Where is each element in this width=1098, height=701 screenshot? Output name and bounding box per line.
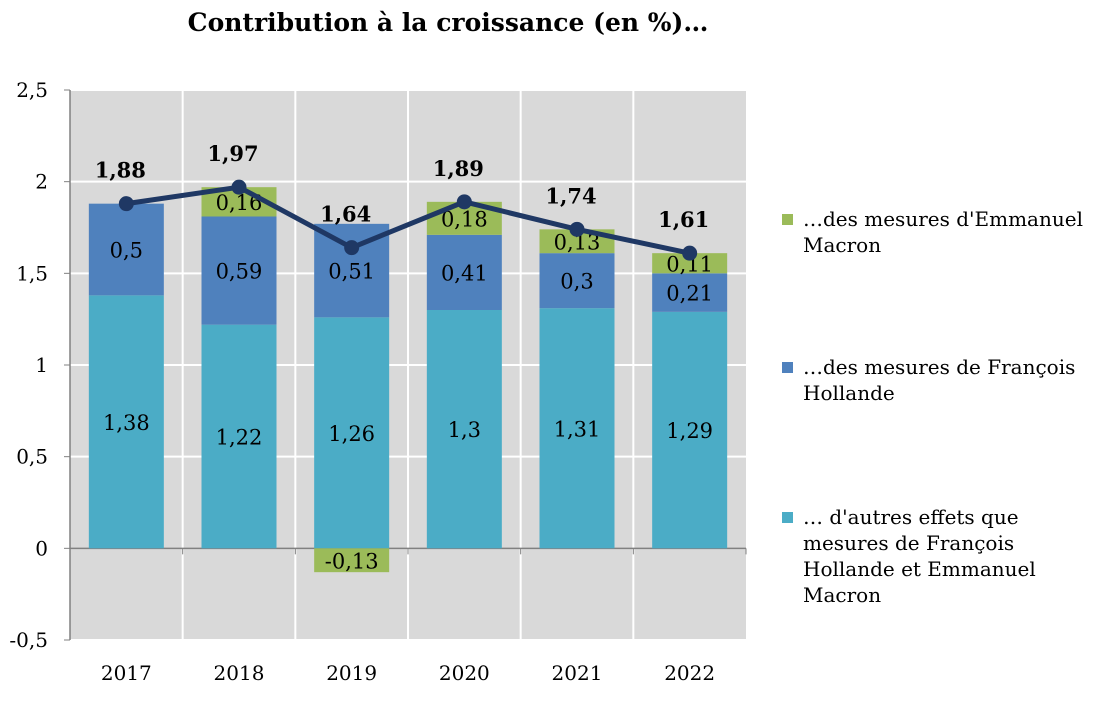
total-line: 1,88 1,97 1,64 1,89 1,74 1,61 <box>95 141 709 261</box>
bar-segment <box>201 216 277 325</box>
y-tick-label: 0 <box>35 536 48 560</box>
chart-title: Contribution à la croissance (en %)… <box>188 8 709 37</box>
total-point <box>118 196 134 212</box>
legend-label-macron: …des mesures d'Emmanuel Macron <box>803 207 1083 257</box>
segment-value-label: 1,3 <box>448 418 481 442</box>
x-tick-label: 2020 <box>439 661 490 685</box>
segment-value-label: 0,3 <box>560 270 593 294</box>
x-tick-label: 2017 <box>101 661 152 685</box>
bars <box>88 187 728 573</box>
y-tick-label: 2 <box>35 170 48 194</box>
x-tick-label: 2021 <box>552 661 603 685</box>
segment-value-label: 1,26 <box>328 422 375 446</box>
total-value-label: 1,97 <box>207 141 258 166</box>
bar-segment <box>426 234 502 310</box>
segment-value-label: 0,5 <box>110 239 143 263</box>
segment-value-label: 1,29 <box>666 419 713 443</box>
bar-segment <box>539 253 615 309</box>
total-value-label: 1,89 <box>433 156 484 181</box>
segment-value-label: 0,18 <box>441 207 488 231</box>
legend-label-hollande: …des mesures de François Hollande <box>803 355 1076 405</box>
total-value-label: 1,64 <box>320 202 371 227</box>
x-tick-label: 2018 <box>214 661 265 685</box>
y-tick-label: 0,5 <box>16 445 48 469</box>
y-tick-label: 1 <box>35 353 48 377</box>
x-tick-label: 2019 <box>326 661 377 685</box>
bar-segment <box>314 317 390 549</box>
total-value-label: 1,61 <box>658 207 709 232</box>
total-point <box>344 240 360 256</box>
y-tick-label: 2,5 <box>16 78 48 102</box>
bar-segment <box>652 311 728 549</box>
segment-value-label: -0,13 <box>325 549 379 573</box>
bar-segment <box>652 273 728 312</box>
total-point <box>682 245 698 261</box>
total-value-label: 1,88 <box>95 158 146 183</box>
bar-segment <box>426 310 502 549</box>
bar-segment <box>201 324 277 549</box>
x-tick-label: 2022 <box>664 661 715 685</box>
legend-swatch-macron <box>782 214 793 225</box>
total-point <box>231 179 247 195</box>
legend-swatch-other <box>782 512 793 523</box>
segment-value-label: 0,41 <box>441 261 488 285</box>
y-tick-label: 1,5 <box>16 261 48 285</box>
bar-segment <box>539 308 615 549</box>
bar-segment <box>314 548 390 573</box>
legend-label-other: … d'autres effets que mesures de Françoi… <box>803 505 1036 607</box>
data-labels: 1,38 1,22 1,26 1,3 1,31 1,29 0,5 0,59 0,51 0,41 0,… <box>103 191 713 573</box>
segment-value-label: 0,59 <box>216 260 263 284</box>
y-tick-label: -0,5 <box>9 628 48 652</box>
total-point <box>456 194 472 210</box>
legend: …des mesures d'Emmanuel Macron …des mesu… <box>782 0 1098 701</box>
segment-value-label: 0,51 <box>328 260 375 284</box>
segment-value-label: 1,31 <box>554 417 601 441</box>
total-value-label: 1,74 <box>545 183 596 208</box>
segment-value-label: 1,38 <box>103 411 150 435</box>
total-series-line <box>125 184 691 256</box>
legend-swatch-hollande <box>782 362 793 373</box>
total-point <box>569 221 585 237</box>
segment-value-label: 0,21 <box>666 282 713 306</box>
bar-segment <box>652 253 728 274</box>
segment-value-label: 1,22 <box>216 426 263 450</box>
bar-segment <box>88 295 164 549</box>
bar-segment <box>88 203 164 296</box>
